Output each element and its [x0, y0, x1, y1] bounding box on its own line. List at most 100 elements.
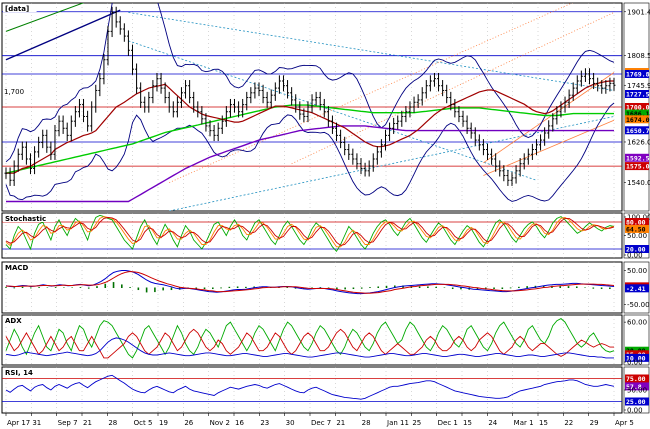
- y-value-badge: [625, 69, 649, 78]
- y-tick-label: 1808.53: [627, 52, 650, 60]
- y-tick: 50.00: [624, 387, 647, 395]
- price-bar: [588, 68, 592, 85]
- series-di-line: [5, 318, 615, 359]
- y-tick: 1626.00: [624, 138, 650, 146]
- price-bar: [383, 129, 387, 151]
- price-bar: [396, 115, 400, 130]
- y-tick: 10.00: [625, 353, 649, 362]
- panel-title-bg: [3, 214, 55, 222]
- price-bar: [86, 110, 90, 132]
- y-value-badge: [625, 126, 649, 135]
- macd-histogram-bar: [385, 285, 388, 288]
- x-tick-label: 19: [159, 419, 168, 427]
- price-bar: [551, 113, 555, 132]
- price-bar: [290, 87, 294, 106]
- price-left-label: 1,700: [4, 88, 24, 96]
- x-tick-label: 28: [362, 419, 371, 427]
- macd-histogram-bar: [145, 287, 148, 293]
- price-bar: [437, 72, 441, 92]
- x-tick-label: Jan 11: [386, 419, 409, 427]
- y-tick: 1575.00: [625, 162, 650, 171]
- price-bar: [314, 91, 318, 106]
- macd-histogram-bar: [38, 287, 40, 288]
- price-bar: [41, 129, 45, 149]
- price-bar: [171, 101, 175, 118]
- y-tick-label: 1540.00: [627, 179, 650, 187]
- price-bar: [249, 87, 253, 104]
- x-tick-label: Dec 1: [438, 419, 458, 427]
- macd-histogram-bar: [592, 287, 595, 289]
- price-bar: [57, 115, 61, 137]
- macd-histogram-bar: [567, 286, 570, 288]
- macd-histogram-bar: [79, 287, 82, 288]
- price-bar: [135, 63, 139, 94]
- price-bar: [498, 160, 502, 177]
- macd-histogram-bar: [203, 287, 206, 290]
- y-tick: 1700.00: [625, 103, 650, 112]
- price-bar: [506, 169, 510, 186]
- price-bar: [224, 106, 228, 127]
- y-tick: 1686.14: [625, 109, 650, 118]
- panel-title-bg: [3, 316, 23, 324]
- price-bar: [400, 110, 404, 127]
- macd-histogram-bar: [137, 287, 140, 291]
- price-bar: [37, 136, 41, 158]
- price-bar: [371, 153, 375, 172]
- price-bar: [375, 146, 379, 165]
- y-tick: 1901.46: [624, 8, 650, 16]
- y-tick: 1808.53: [624, 52, 650, 60]
- price-bar: [518, 158, 522, 177]
- macd-histogram-bar: [46, 287, 49, 288]
- macd-histogram-bar: [377, 286, 380, 288]
- price-bar: [465, 115, 469, 134]
- price-bar: [159, 72, 163, 94]
- macd-histogram-bar: [460, 287, 462, 290]
- x-tick-label: 21: [336, 419, 345, 427]
- macd-histogram-bar: [212, 287, 214, 290]
- y-value-badge: [625, 153, 649, 162]
- price-bar: [114, 6, 118, 28]
- price-bar: [420, 87, 424, 106]
- price-bar: [547, 120, 551, 139]
- price-bar: [449, 91, 453, 111]
- macd-histogram-bar: [54, 287, 57, 288]
- price-bar: [220, 115, 224, 134]
- macd-histogram-bar: [5, 287, 7, 288]
- y-value-badge-label: 57.8: [626, 383, 642, 391]
- price-bar: [273, 82, 277, 101]
- y-tick: 20.00: [625, 245, 649, 254]
- y-value-badge: [625, 218, 649, 226]
- price-bar: [559, 101, 563, 118]
- y-tick: 75.00: [625, 374, 649, 383]
- macd-histogram-bar: [451, 287, 454, 290]
- y-tick: 60.00: [624, 319, 647, 327]
- price-bar: [347, 143, 351, 160]
- macd-histogram-bar: [311, 287, 313, 289]
- price-bar: [208, 120, 212, 137]
- macd-histogram-bar: [269, 287, 272, 288]
- price-bar: [335, 122, 339, 142]
- macd-histogram-bar: [344, 287, 346, 290]
- price-bar: [306, 101, 310, 123]
- macd-histogram-bar: [584, 287, 586, 288]
- y-tick-label: 1745.95: [627, 82, 650, 90]
- price-bar: [77, 98, 81, 118]
- panel-plot: [5, 318, 615, 359]
- price-bar: [4, 167, 8, 179]
- macd-histogram-bar: [319, 287, 322, 288]
- trendline: [169, 3, 573, 184]
- price-bar: [514, 165, 518, 184]
- y-value-badge: [625, 109, 649, 118]
- price-bar: [392, 117, 396, 134]
- macd-histogram-bar: [402, 285, 404, 288]
- macd-histogram-bar: [443, 287, 446, 288]
- macd-histogram-bar: [360, 287, 363, 289]
- panel-plot: [2, 214, 622, 253]
- y-tick: 1769.84: [625, 69, 650, 78]
- price-bar: [379, 139, 383, 158]
- chart-panels: 1,700[data]1901.461808.531774.001769.841…: [1, 2, 650, 415]
- price-bar: [404, 106, 408, 123]
- macd-histogram-bar: [336, 287, 338, 290]
